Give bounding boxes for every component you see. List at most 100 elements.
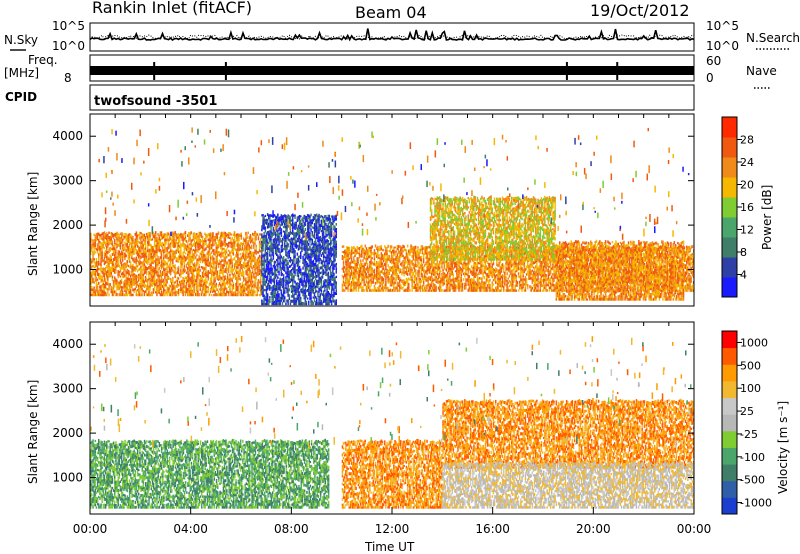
power-echo-cell [216, 268, 218, 270]
power-echo-cell [343, 245, 345, 248]
power-echo-cell [274, 280, 276, 283]
power-echo-cell [234, 244, 236, 246]
power-echo-cell [336, 217, 338, 220]
power-echo-cell [351, 258, 353, 261]
power-echo-cell [194, 275, 196, 278]
power-echo-cell [375, 244, 377, 247]
power-echo-cell [289, 294, 291, 297]
power-echo-cell [237, 254, 239, 257]
power-echo-cell [194, 286, 196, 289]
power-echo-cell [285, 240, 287, 242]
power-echo-cell [227, 273, 229, 276]
power-echo-cell [374, 258, 376, 260]
power-echo-cell [122, 291, 124, 293]
power-echo-cell [336, 271, 338, 274]
power-echo-cell [258, 289, 260, 291]
power-echo-cell [170, 252, 172, 254]
power-echo-cell [331, 231, 333, 234]
power-echo-cell [300, 297, 302, 300]
power-echo-cell [234, 231, 236, 234]
power-echo-cell [208, 279, 210, 281]
power-echo-cell [196, 280, 198, 282]
power-echo-cell [349, 270, 351, 272]
power-echo-cell [260, 276, 262, 278]
power-echo-cell [371, 257, 373, 259]
power-echo-cell [99, 273, 101, 275]
power-echo-cell [97, 279, 99, 281]
power-echo-cell [176, 294, 178, 297]
power-echo-cell [115, 251, 117, 253]
power-echo-cell [382, 262, 384, 265]
power-echo-cell [209, 293, 211, 296]
power-echo-cell [232, 265, 234, 268]
power-echo-cell [363, 281, 365, 283]
power-echo-cell [276, 279, 278, 282]
power-echo-cell [306, 295, 308, 298]
power-echo-cell [384, 255, 386, 258]
power-echo-cell [324, 290, 326, 292]
power-echo-cell [377, 252, 379, 254]
power-echo-cell [336, 244, 338, 246]
power-echo-cell [164, 245, 166, 247]
power-echo-cell [216, 285, 218, 288]
power-echo-cell [124, 252, 126, 254]
power-echo-cell [169, 287, 171, 290]
power-echo-cell [329, 303, 331, 305]
power-echo-cell [107, 278, 109, 280]
power-echo-cell [146, 256, 148, 259]
power-echo-cell [284, 242, 286, 244]
power-echo-cell [122, 242, 124, 245]
power-echo-cell [318, 274, 320, 277]
power-echo-cell [205, 293, 207, 296]
power-echo-cell [367, 289, 369, 292]
power-echo-cell [260, 281, 262, 284]
power-echo-cell [166, 294, 168, 297]
power-echo-cell [296, 300, 298, 303]
power-echo-cell [277, 214, 279, 217]
power-echo-cell [371, 267, 373, 270]
power-echo-cell [208, 291, 210, 293]
power-echo-cell [275, 232, 277, 234]
power-echo-cell [263, 257, 265, 260]
power-echo-cell [301, 278, 303, 280]
power-echo-cell [212, 269, 214, 271]
power-echo-cell [336, 265, 338, 267]
power-echo-cell [336, 276, 338, 278]
power-echo-cell [305, 223, 307, 226]
power-echo-cell [252, 238, 254, 241]
power-echo-cell [238, 239, 240, 241]
power-echo-cell [270, 228, 272, 230]
power-echo-cell [108, 294, 110, 297]
power-echo-cell [293, 278, 295, 280]
power-echo-cell [179, 240, 181, 243]
power-echo-cell [344, 290, 346, 292]
power-echo-cell [351, 287, 353, 289]
power-echo-cell [189, 235, 191, 238]
power-echo-cell [374, 254, 376, 257]
power-echo-cell [321, 289, 323, 292]
power-echo-cell [401, 252, 403, 254]
power-echo-cell [211, 294, 213, 296]
scan-gap-marker [566, 62, 568, 80]
power-echo-cell [198, 266, 200, 268]
power-echo-cell [405, 284, 407, 286]
power-echo-cell [162, 246, 164, 249]
power-echo-cell [254, 243, 256, 245]
power-echo-cell [210, 260, 212, 263]
power-echo-cell [202, 236, 204, 238]
power-echo-cell [374, 260, 376, 263]
power-echo-cell [279, 238, 281, 241]
power-echo-cell [127, 260, 129, 263]
beam-title: Beam 04 [355, 3, 427, 22]
power-echo-cell [267, 293, 269, 296]
power-echo-cell [163, 279, 165, 282]
power-echo-cell [318, 221, 320, 224]
power-echo-cell [106, 248, 108, 251]
power-echo-cell [149, 232, 151, 234]
power-echo-cell [262, 244, 264, 247]
power-echo-cell [252, 271, 254, 273]
power-echo-cell [125, 254, 127, 257]
power-echo-cell [196, 254, 198, 256]
power-echo-cell [317, 267, 319, 269]
